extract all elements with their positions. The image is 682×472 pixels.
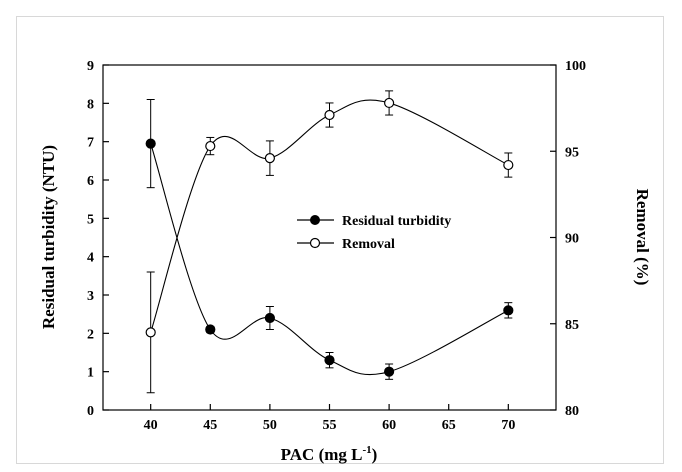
data-point-removal: [145, 327, 156, 338]
y-left-tick-label: 5: [87, 212, 94, 227]
x-tick-label: 45: [203, 418, 217, 433]
y-left-tick-label: 1: [87, 366, 94, 381]
data-point-removal: [205, 140, 216, 152]
data-point-residual-turbidity: [384, 366, 395, 377]
legend-item-residual-turbidity: Residual turbidity: [297, 214, 451, 229]
y-right-axis-label: Removal (%): [633, 189, 652, 286]
y-left-tick-label: 7: [87, 136, 94, 151]
x-tick-label: 60: [382, 418, 396, 433]
data-point-removal: [264, 153, 275, 164]
legend-label-residual-turbidity: Residual turbidity: [342, 214, 451, 229]
legend-marker-filled: [310, 215, 320, 225]
x-tick-label: 50: [263, 418, 277, 433]
data-point-removal: [503, 159, 514, 171]
data-point-residual-turbidity: [503, 305, 514, 316]
x-axis-label: PAC (mg L-1): [281, 444, 378, 464]
y-right-tick-label: 90: [565, 232, 579, 247]
curves-layer: [150, 99, 509, 376]
y-left-tick-label: 8: [87, 97, 94, 112]
legend-label-removal: Removal: [342, 237, 395, 252]
legend: Residual turbidity Removal: [297, 214, 451, 252]
x-tick-label: 55: [323, 418, 337, 433]
data-point-residual-turbidity: [145, 138, 156, 149]
y-left-tick-label: 2: [87, 327, 94, 342]
marks-layer: [145, 90, 514, 394]
series-curve-0: [150, 143, 509, 376]
y-left-tick-label: 9: [87, 59, 94, 74]
x-tick-label: 65: [442, 418, 456, 433]
data-point-residual-turbidity: [324, 355, 335, 366]
data-point-residual-turbidity: [205, 324, 216, 335]
y-left-tick-label: 6: [87, 174, 94, 189]
y-left-tick-label: 3: [87, 289, 94, 304]
chart-frame: [16, 16, 664, 464]
y-right-tick-label: 95: [565, 145, 579, 160]
x-tick-label: 70: [501, 418, 515, 433]
data-point-removal: [384, 97, 395, 109]
data-point-removal: [324, 109, 335, 121]
y-left-tick-label: 4: [87, 251, 94, 266]
x-tick-label: 40: [144, 418, 158, 433]
y-right-tick-label: 80: [565, 404, 579, 419]
series-curve-1: [150, 99, 509, 333]
legend-marker-open: [309, 237, 321, 249]
legend-item-removal: Removal: [297, 237, 395, 252]
y-right-tick-label: 100: [565, 59, 586, 74]
x-axis-label-superscript: -1: [363, 444, 372, 456]
data-point-residual-turbidity: [264, 312, 275, 324]
y-left-axis-label: Residual turbidity (NTU): [39, 145, 58, 329]
y-left-tick-label: 0: [87, 404, 94, 419]
y-right-tick-label: 85: [565, 318, 579, 333]
